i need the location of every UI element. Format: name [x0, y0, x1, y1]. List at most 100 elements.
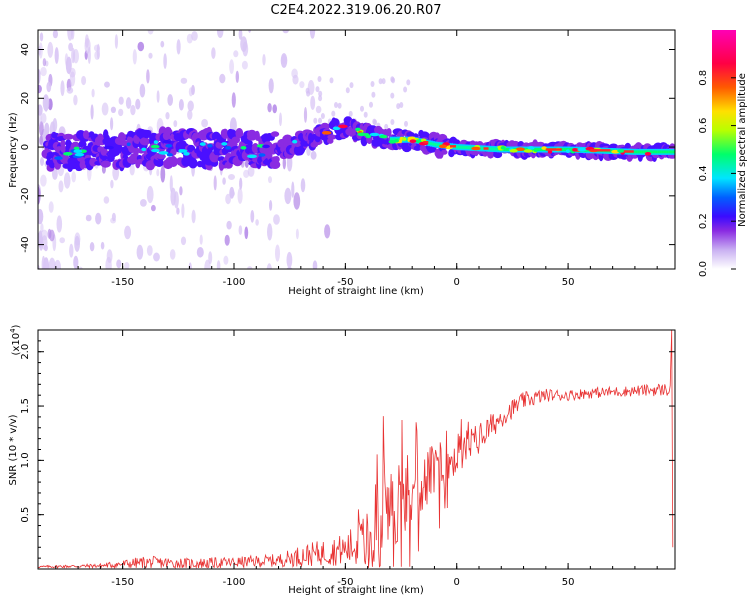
spectrogram-noise-blob: [233, 50, 239, 58]
spectrogram-noise-blob: [201, 118, 209, 128]
spectrogram-band-core: [657, 150, 661, 154]
spectrogram-hot-spot: [126, 142, 131, 147]
spectrogram-noise-blob: [250, 210, 255, 223]
spectrogram-band-core: [568, 148, 572, 151]
spectrogram-band-core: [570, 148, 574, 152]
spectrogram-noise-blob: [239, 177, 243, 190]
y-tick-label: -40: [20, 236, 31, 252]
spectrogram-noise-blob: [329, 77, 334, 84]
spectrogram-band-core: [663, 150, 667, 154]
spectrogram-hot-spot: [240, 146, 247, 150]
colorbar-ticks: 0.0 0.2 0.4 0.6 0.8: [698, 70, 736, 277]
spectrogram-hot-spot: [617, 149, 626, 153]
spectrogram-noise-blob: [69, 243, 74, 258]
spectrogram-noise-blob: [349, 82, 354, 89]
spectrogram-noise-blob: [293, 192, 301, 210]
spectrogram-band-blob: [145, 130, 152, 136]
spectrogram-band-core: [539, 148, 543, 151]
spectrogram-noise-blob: [399, 102, 404, 108]
spectrogram-noise-blob: [39, 135, 43, 146]
x-tick-label: 50: [562, 577, 575, 588]
spectrogram-noise-blob: [266, 263, 272, 269]
colorbar-tick-label: 0.6: [698, 118, 709, 134]
x-tick-label: 0: [454, 577, 460, 588]
spectrogram-noise-blob: [178, 99, 184, 111]
spectrogram-band-core: [641, 150, 645, 154]
colorbar-tick-label: 0.8: [698, 70, 709, 86]
spectrogram-noise-blob: [42, 58, 47, 67]
spectrogram-noise-blob: [313, 117, 318, 124]
spectrogram-noise-blob: [337, 102, 342, 109]
spectrogram-noise-blob: [163, 53, 167, 69]
spectrogram-noise-blob: [228, 174, 235, 180]
y-tick-label: 1.0: [20, 452, 31, 468]
spectrogram-hot-spot: [247, 154, 257, 159]
spectrogram-band-core: [632, 150, 636, 154]
spectrogram-noise-blob: [267, 223, 273, 241]
spectrogram-noise-blob: [139, 83, 146, 98]
spectrogram-noise-blob: [229, 190, 235, 197]
spectrogram-band-core: [652, 150, 656, 154]
spectrogram-noise-blob: [40, 174, 47, 187]
spectrogram-hot-spot: [355, 127, 361, 132]
spectrogram-band-blob: [235, 128, 244, 139]
spectrogram-noise-blob: [116, 259, 122, 269]
spectrogram-hot-spot: [394, 139, 399, 143]
spectrogram-hot-spot: [183, 152, 190, 156]
spectrogram-noise-blob: [173, 191, 179, 209]
spectrogram-noise-blob: [156, 90, 160, 103]
spectrogram-noise-blob: [68, 42, 73, 52]
spectrogram-noise-blob: [156, 168, 160, 177]
spectrogram-noise-blob: [226, 220, 232, 230]
spectrogram-band-core: [405, 138, 409, 142]
spectrogram-hot-spot: [321, 131, 332, 135]
spectrogram-noise-blob: [369, 101, 373, 108]
spectrogram-noise-blob: [211, 47, 216, 59]
spectrogram-band-core: [670, 150, 674, 154]
spectrogram-y-axis: -40 -20 0 20 40: [20, 43, 675, 253]
spectrogram-noise-blob: [262, 54, 266, 66]
spectrogram-band-core: [505, 148, 509, 151]
spectrogram-band-core: [668, 150, 672, 154]
spectrogram-noise-blob: [176, 207, 180, 215]
spectrogram-noise-blob: [44, 122, 50, 137]
spectrogram-noise-blob: [238, 30, 243, 40]
spectrogram-hot-spot: [572, 148, 578, 152]
spectrogram-noise-blob: [269, 200, 273, 211]
spectrogram-noise-blob: [38, 208, 44, 225]
spectrogram-noise-blob: [279, 112, 282, 127]
spectrogram-noise-blob: [153, 252, 160, 262]
spectrogram-hot-spot: [151, 148, 160, 153]
y-tick-label: 0: [20, 144, 31, 150]
spectrogram-noise-blob: [231, 92, 236, 108]
spectrogram-hot-spot: [527, 146, 535, 150]
spectrogram-noise-blob: [229, 59, 235, 74]
spectrogram-peak-streak: [483, 147, 489, 150]
spectrogram-hot-spot: [63, 152, 73, 156]
spectrogram-band-core: [389, 138, 393, 142]
spectrogram-noise-blob: [104, 81, 110, 88]
spectrogram-noise-blob: [199, 234, 203, 245]
spectrogram-hot-spot: [402, 137, 407, 141]
spectrogram-panel: -150 -100 -50 0 50 -40 -20 0 20 40 Height of str…: [8, 29, 676, 297]
spectrogram-x-axis: -150 -100 -50 0 50: [55, 30, 658, 288]
spectrogram-band-blob: [188, 157, 198, 169]
spectrogram-noise-blob: [247, 266, 253, 269]
spectrogram-noise-blob: [124, 225, 132, 240]
spectrogram-noise-blob: [318, 90, 323, 97]
spectrogram-band-blob: [100, 160, 111, 168]
spectrogram-noise-blob: [38, 110, 42, 127]
spectrogram-noise-blob: [43, 244, 48, 252]
spectrogram-noise-blob: [315, 86, 320, 93]
spectrogram-noise-blob: [167, 94, 173, 106]
spectrogram-noise-blob: [310, 95, 316, 110]
spectrogram-noise-blob: [299, 81, 305, 89]
spectrogram-band-blob: [270, 131, 280, 137]
spectrogram-noise-blob: [90, 104, 94, 120]
spectrogram-noise-blob: [40, 66, 47, 77]
spectrogram-noise-blob: [241, 60, 248, 70]
spectrogram-hot-spot: [369, 132, 380, 137]
spectrogram-noise-blob: [73, 255, 79, 269]
spectrogram-hot-spot: [357, 132, 366, 137]
snr-multiplier-label: (x104): [9, 324, 22, 355]
